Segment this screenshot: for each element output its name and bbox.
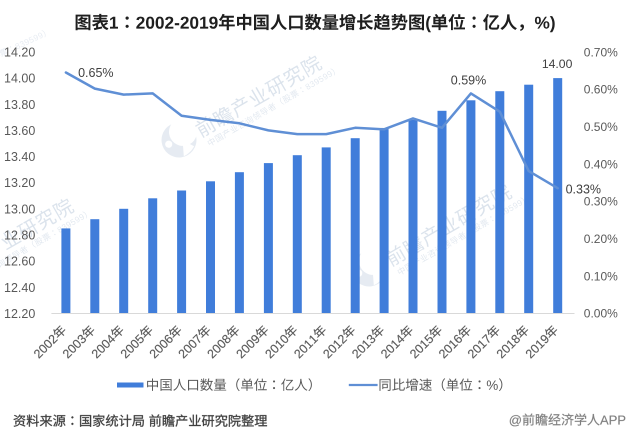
svg-text:12.40: 12.40 — [4, 281, 35, 295]
svg-text:12.60: 12.60 — [4, 255, 35, 269]
svg-text:0.33%: 0.33% — [566, 183, 601, 197]
svg-text:0.30%: 0.30% — [584, 195, 618, 209]
svg-text:13.80: 13.80 — [4, 98, 35, 112]
svg-text:0.70%: 0.70% — [584, 45, 618, 59]
svg-text:13.00: 13.00 — [4, 202, 35, 216]
svg-text:0.60%: 0.60% — [584, 83, 618, 97]
svg-text:0.40%: 0.40% — [584, 157, 618, 171]
svg-text:0.50%: 0.50% — [584, 120, 618, 134]
svg-text:12.80: 12.80 — [4, 229, 35, 243]
svg-text:0.20%: 0.20% — [584, 232, 618, 246]
svg-text:0.10%: 0.10% — [584, 269, 618, 283]
svg-text:13.60: 13.60 — [4, 124, 35, 138]
svg-text:13.40: 13.40 — [4, 150, 35, 164]
svg-text:14.20: 14.20 — [4, 46, 35, 60]
svg-text:0.59%: 0.59% — [451, 73, 486, 87]
svg-text:12.20: 12.20 — [4, 307, 35, 321]
svg-text:14.00: 14.00 — [4, 72, 35, 86]
svg-text:13.20: 13.20 — [4, 176, 35, 190]
svg-text:0.00%: 0.00% — [584, 307, 618, 321]
svg-text:0.65%: 0.65% — [78, 66, 113, 80]
svg-text:14.00: 14.00 — [542, 57, 573, 71]
